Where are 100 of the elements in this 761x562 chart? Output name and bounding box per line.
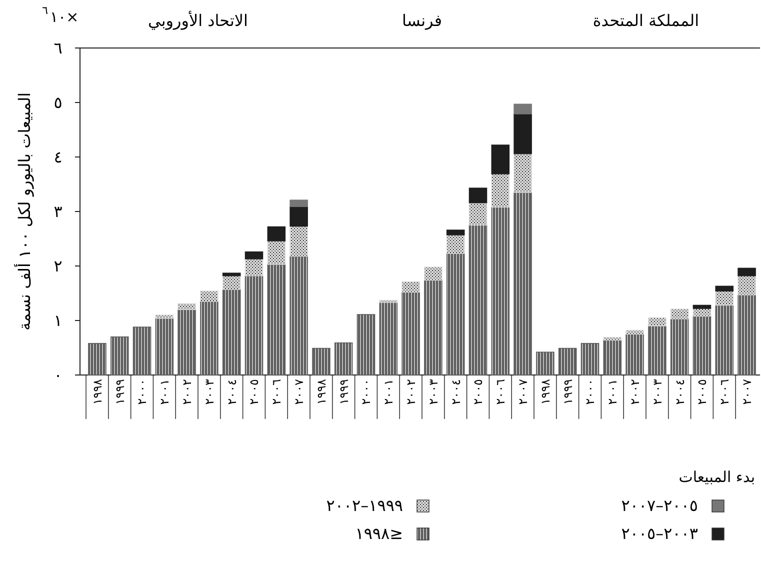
bar <box>446 253 465 376</box>
bar <box>692 304 712 309</box>
legend-label: ٢٠٠٣–٢٠٠٥ <box>621 524 698 543</box>
bar <box>514 104 532 114</box>
bar <box>290 200 308 207</box>
bar <box>155 318 174 376</box>
x-tick-label: ٢٠٠٤ <box>672 379 687 405</box>
bar <box>738 268 756 276</box>
x-tick-label: ٢٠٠٠ <box>583 379 598 405</box>
x-tick-label: ٢٠٠٦ <box>270 379 284 405</box>
x-tick-label: ٢٠٠٢ <box>180 379 194 405</box>
bar <box>290 226 308 257</box>
x-tick-label: ١٩٩٩ <box>112 379 127 405</box>
bar <box>200 290 218 302</box>
text: المملكة المتحدة <box>592 11 700 30</box>
x-tick-label: ٢٠٠٥ <box>695 379 710 405</box>
x-tick-label: ١٩٩٨ <box>90 378 104 405</box>
y-tick-label: ٣ <box>54 202 63 222</box>
bar <box>290 206 308 227</box>
bar <box>715 304 734 376</box>
x-tick-label: ١٩٩٩ <box>336 379 351 405</box>
bar <box>514 192 532 376</box>
bar <box>626 334 644 376</box>
bar <box>290 256 308 376</box>
x-tick-label: ٢٠٠٣ <box>426 378 440 405</box>
y-tick-label: ٠ <box>54 366 62 385</box>
bar <box>603 340 622 376</box>
bar <box>514 153 532 193</box>
bar <box>267 240 286 265</box>
x-tick-label: ١٩٩٨ <box>538 378 552 405</box>
bar <box>468 224 488 376</box>
y-axis-title: المبيعات باليورو لكل ١٠٠ ألف نسمة <box>14 92 34 331</box>
bar <box>558 348 577 376</box>
legend-label: ≤١٩٩٨ <box>355 524 403 543</box>
x-tick-label: ٢٠٠٤ <box>448 379 463 405</box>
x-tick-label: ٢٠٠٤ <box>224 379 239 405</box>
bar <box>491 173 510 208</box>
x-tick-label: ٢٠٠٦ <box>718 379 732 405</box>
bar <box>222 272 241 276</box>
bar <box>356 314 376 376</box>
bar <box>222 275 241 290</box>
bar <box>692 316 712 376</box>
bar <box>670 318 689 376</box>
y-tick-label: ٤ <box>54 148 62 167</box>
bar <box>200 301 218 376</box>
y-tick-label: ٢ <box>54 256 62 276</box>
y-tick-label: ٥ <box>54 93 62 112</box>
bar <box>424 280 442 376</box>
bar <box>491 206 510 376</box>
bar <box>222 289 241 376</box>
bar <box>312 348 330 376</box>
bar <box>244 258 264 276</box>
bar <box>178 303 196 310</box>
x-tick-label: ٢٠٠٠ <box>135 379 150 405</box>
bar <box>648 326 666 376</box>
bar <box>536 352 554 376</box>
x-tick-label: ٢٠٠٣ <box>202 378 216 405</box>
text: الاتحاد الأوروبي <box>148 10 248 30</box>
bar <box>626 330 644 335</box>
bar <box>244 251 264 260</box>
bar <box>178 309 196 376</box>
x-tick-label: ١٩٩٨ <box>314 378 328 405</box>
bar <box>446 234 465 254</box>
x-tick-label: ٢٠٠٢ <box>628 379 642 405</box>
text: فرنسا <box>402 11 442 30</box>
x-tick-label: ٢٠٠٧ <box>292 378 306 405</box>
x-tick-label: ٢٠٠٢ <box>404 379 418 405</box>
bar <box>244 275 264 376</box>
bar <box>715 286 734 292</box>
bar <box>468 188 488 204</box>
x-tick-label: ٢٠٠٥ <box>471 379 486 405</box>
bar <box>514 114 532 154</box>
bar <box>110 336 129 376</box>
x-tick-label: ٢٠٠١ <box>606 379 620 405</box>
bar <box>715 290 734 306</box>
bar <box>334 342 353 376</box>
x-tick-label: ١٩٩٩ <box>560 379 575 405</box>
x-tick-label: ٢٠٠١ <box>382 379 396 405</box>
y-tick-label: ١ <box>54 311 62 330</box>
x-tick-label: ٢٠٠٧ <box>516 378 530 405</box>
bar <box>88 342 106 376</box>
bar <box>670 308 689 320</box>
y-tick-label: ٦ <box>54 38 62 58</box>
bar <box>468 202 488 226</box>
bar <box>648 317 666 326</box>
x-tick-label: ٢٠٠٦ <box>494 379 508 405</box>
bar <box>402 292 420 376</box>
bar <box>603 336 622 341</box>
bar <box>446 230 465 236</box>
bar <box>580 342 600 376</box>
bar <box>491 144 510 174</box>
bar <box>155 314 174 319</box>
x-tick-label: ٢٠٠٥ <box>247 379 262 405</box>
legend-label: ١٩٩٩–٢٠٠٢ <box>326 496 403 515</box>
x-tick-label: ٢٠٠٠ <box>359 379 374 405</box>
bar <box>424 266 442 281</box>
bar <box>738 294 756 376</box>
bar <box>379 302 398 376</box>
x-tick-label: ٢٠٠١ <box>158 379 172 405</box>
x-tick-label: ٢٠٠٣ <box>650 378 664 405</box>
